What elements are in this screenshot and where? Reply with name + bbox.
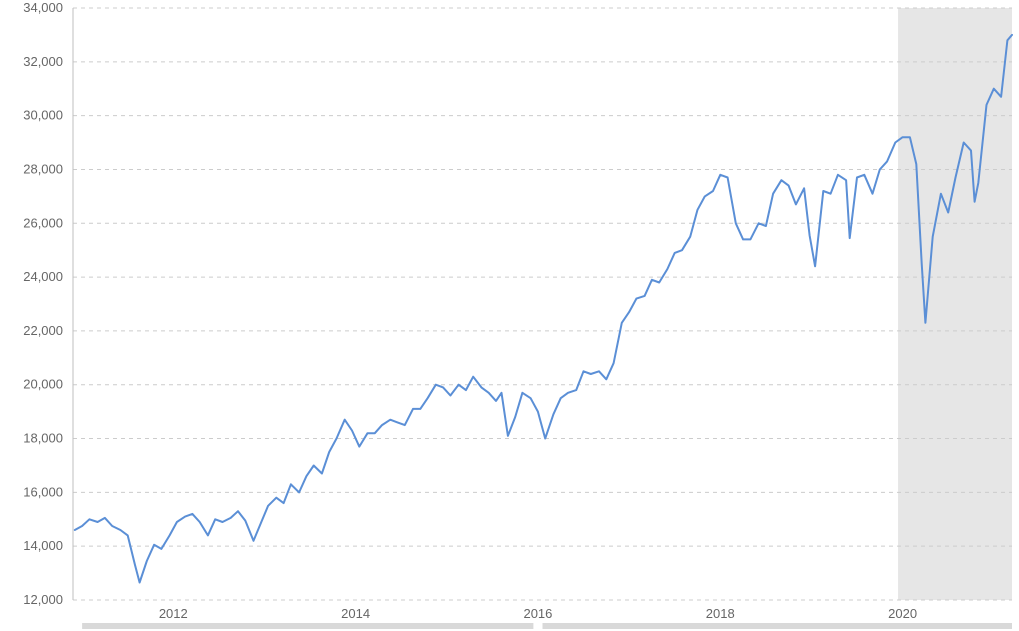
x-tick-label: 2012 (159, 606, 188, 621)
x-tick-label: 2018 (706, 606, 735, 621)
y-tick-label: 24,000 (23, 269, 63, 284)
y-tick-label: 14,000 (23, 538, 63, 553)
x-tick-label: 2016 (523, 606, 552, 621)
y-tick-label: 32,000 (23, 54, 63, 69)
y-tick-label: 22,000 (23, 323, 63, 338)
y-tick-label: 18,000 (23, 431, 63, 446)
x-tick-label: 2014 (341, 606, 370, 621)
shaded-region (898, 8, 1012, 600)
line-chart: 12,000 14,000 16,000 18,000 20,000 22,000 24,0… (0, 0, 1019, 631)
y-tick-label: 30,000 (23, 108, 63, 123)
x-tick-label: 2020 (888, 606, 917, 621)
data-series-line (75, 35, 1012, 583)
y-tick-label: 28,000 (23, 161, 63, 176)
y-tick-label: 26,000 (23, 215, 63, 230)
y-tick-label: 16,000 (23, 484, 63, 499)
y-tick-label: 12,000 (23, 592, 63, 607)
y-tick-label: 34,000 (23, 0, 63, 15)
y-tick-label: 20,000 (23, 377, 63, 392)
chart-svg: 12,000 14,000 16,000 18,000 20,000 22,000 24,0… (0, 0, 1019, 631)
